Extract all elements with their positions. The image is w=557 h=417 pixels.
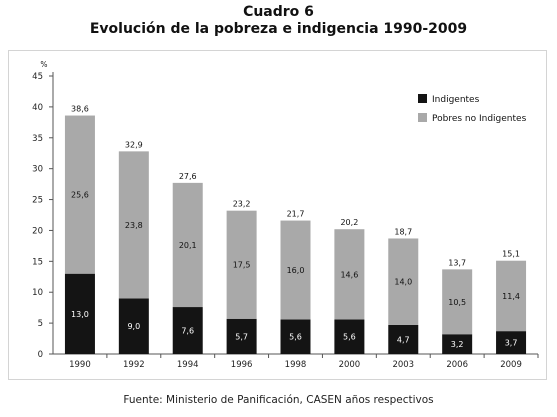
- y-tick-label: 10: [32, 288, 43, 298]
- data-label-pobres-no-indigentes-2006: 10,5: [448, 298, 466, 307]
- x-tick-label-2009: 2009: [500, 360, 522, 370]
- y-tick-label: 0: [38, 350, 43, 360]
- source-note: Fuente: Ministerio de Panificación, CASE…: [123, 394, 434, 406]
- y-tick-label: 40: [32, 103, 43, 113]
- x-tick-label-1990: 1990: [69, 360, 91, 370]
- x-tick-label-2000: 2000: [339, 360, 361, 370]
- bar-indigentes-2006: [442, 334, 473, 354]
- data-label-pobres-no-indigentes-1990: 25,6: [71, 191, 89, 200]
- bar-indigentes-1994: [172, 307, 203, 354]
- bar-pobres-no-indigentes-2000: [334, 229, 365, 320]
- x-tick-label-1994: 1994: [177, 360, 199, 370]
- data-label-indigentes-1996: 5,7: [235, 332, 248, 341]
- legend-swatch-pobres-no-indigentes: [418, 113, 427, 122]
- data-label-pobres-no-indigentes-1998: 16,0: [287, 266, 305, 275]
- data-label-total-1994: 27,6: [179, 172, 197, 181]
- data-label-total-1990: 38,6: [71, 105, 89, 114]
- x-tick-label-1992: 1992: [123, 360, 145, 370]
- data-label-indigentes-2009: 3,7: [505, 339, 518, 348]
- data-label-indigentes-2006: 3,2: [451, 340, 464, 349]
- x-tick-label-2006: 2006: [446, 360, 468, 370]
- bar-pobres-no-indigentes-2009: [496, 260, 527, 332]
- data-label-pobres-no-indigentes-2009: 11,4: [502, 292, 520, 301]
- bar-pobres-no-indigentes-1994: [172, 182, 203, 308]
- legend-swatch-indigentes: [418, 94, 427, 103]
- data-label-total-1998: 21,7: [287, 210, 305, 219]
- y-tick-label: 25: [32, 196, 43, 206]
- data-label-pobres-no-indigentes-2000: 14,6: [340, 270, 358, 279]
- data-label-pobres-no-indigentes-1994: 20,1: [179, 241, 197, 250]
- data-label-total-1992: 32,9: [125, 140, 143, 149]
- bar-pobres-no-indigentes-1996: [226, 210, 257, 319]
- data-label-pobres-no-indigentes-1996: 17,5: [233, 261, 251, 270]
- stacked-bar-chart: 0 5 10 15 20 25 30 35 40 45% 13,0 25,6 38,6 1990 9,0 23…: [32, 60, 539, 370]
- bar-pobres-no-indigentes-1990: [64, 115, 95, 274]
- data-label-indigentes-1990: 13,0: [71, 310, 89, 319]
- data-label-pobres-no-indigentes-1992: 23,8: [125, 221, 143, 230]
- data-label-indigentes-2003: 4,7: [397, 335, 410, 344]
- data-label-indigentes-1998: 5,6: [289, 333, 302, 342]
- chart-title-line1: Cuadro 6: [243, 4, 314, 20]
- bar-pobres-no-indigentes-1998: [280, 220, 311, 320]
- chart-frame: [8, 50, 547, 380]
- data-label-total-2003: 18,7: [394, 227, 412, 236]
- legend-label-indigentes: Indigentes: [432, 95, 480, 105]
- data-label-pobres-no-indigentes-2003: 14,0: [394, 278, 412, 287]
- y-tick-label: 30: [32, 165, 43, 175]
- data-label-indigentes-1994: 7,6: [181, 327, 194, 336]
- bar-pobres-no-indigentes-1992: [118, 151, 149, 299]
- bar-indigentes-2000: [334, 319, 365, 354]
- x-tick-label-1998: 1998: [285, 360, 307, 370]
- y-tick-label: 35: [32, 134, 43, 144]
- y-tick-label: 15: [32, 257, 43, 267]
- data-label-indigentes-1992: 9,0: [127, 322, 140, 331]
- y-axis-unit-label: %: [40, 60, 47, 69]
- bar-indigentes-1992: [118, 298, 149, 354]
- bar-indigentes-1998: [280, 319, 311, 354]
- y-tick-label: 45: [32, 72, 43, 82]
- bar-pobres-no-indigentes-2003: [388, 238, 419, 325]
- chart-title-line2: Evolución de la pobreza e indigencia 199…: [89, 21, 468, 37]
- y-tick-label: 5: [38, 319, 43, 329]
- bar-indigentes-1990: [64, 273, 95, 354]
- data-label-total-1996: 23,2: [233, 200, 251, 209]
- bar-pobres-no-indigentes-2006: [442, 269, 473, 335]
- bar-indigentes-1996: [226, 318, 257, 354]
- data-label-total-2000: 20,2: [340, 218, 358, 227]
- bar-indigentes-2009: [496, 331, 527, 354]
- data-label-total-2009: 15,1: [502, 250, 520, 259]
- data-label-indigentes-2000: 5,6: [343, 333, 356, 342]
- bar-indigentes-2003: [388, 324, 419, 354]
- x-tick-label-1996: 1996: [231, 360, 253, 370]
- data-label-total-2006: 13,7: [448, 258, 466, 267]
- y-tick-label: 20: [32, 226, 43, 236]
- x-tick-label-2003: 2003: [392, 360, 414, 370]
- legend-label-pobres-no-indigentes: Pobres no Indigentes: [432, 114, 527, 124]
